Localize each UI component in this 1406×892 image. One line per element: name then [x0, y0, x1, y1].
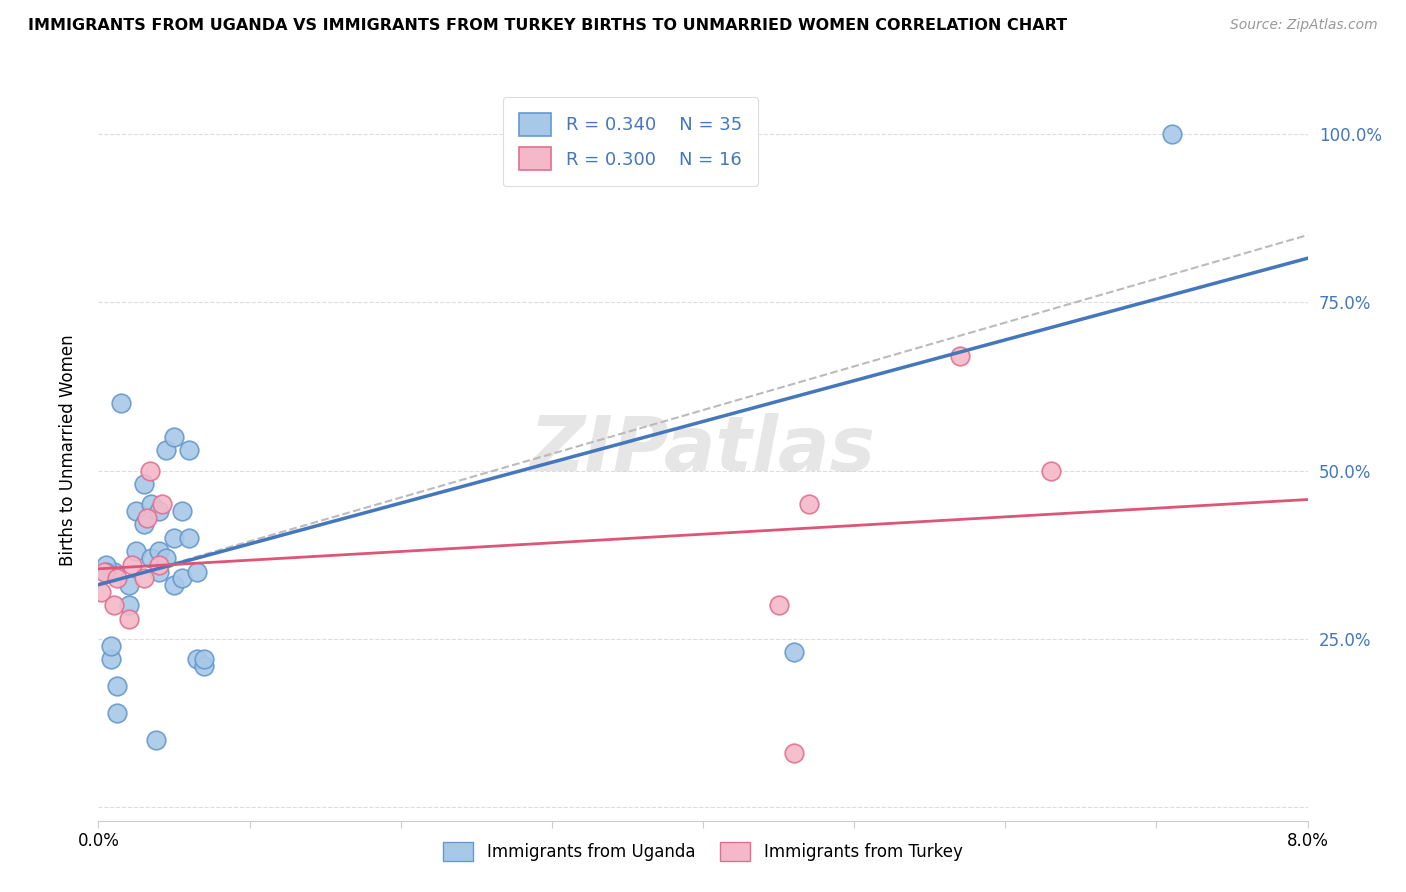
Point: [163, 531, 186, 545]
Text: ZIPatlas: ZIPatlas: [530, 414, 876, 487]
Point: [135, 510, 157, 524]
Point: [148, 558, 170, 572]
Point: [148, 565, 170, 579]
Point: [179, 531, 201, 545]
Point: [782, 645, 804, 659]
Point: [132, 517, 155, 532]
Point: [103, 599, 125, 613]
Point: [110, 396, 132, 410]
Point: [103, 565, 125, 579]
Point: [155, 443, 177, 458]
Point: [93, 565, 115, 579]
Point: [163, 430, 186, 444]
Point: [100, 652, 122, 666]
Point: [100, 639, 122, 653]
Point: [132, 571, 155, 585]
Point: [139, 464, 162, 478]
Legend: Immigrants from Uganda, Immigrants from Turkey: Immigrants from Uganda, Immigrants from …: [430, 829, 976, 875]
Point: [155, 551, 177, 566]
Point: [105, 679, 128, 693]
Point: [193, 652, 215, 666]
Point: [179, 443, 201, 458]
Point: [949, 349, 972, 363]
Point: [118, 599, 141, 613]
Point: [145, 732, 167, 747]
Point: [141, 551, 163, 566]
Point: [1039, 464, 1062, 478]
Text: Source: ZipAtlas.com: Source: ZipAtlas.com: [1230, 18, 1378, 32]
Point: [121, 558, 143, 572]
Point: [768, 599, 790, 613]
Point: [90, 584, 112, 599]
Point: [118, 612, 141, 626]
Legend: R = 0.340    N = 35, R = 0.300    N = 16: R = 0.340 N = 35, R = 0.300 N = 16: [502, 96, 758, 186]
Point: [141, 497, 163, 511]
Point: [148, 504, 170, 518]
Text: IMMIGRANTS FROM UGANDA VS IMMIGRANTS FROM TURKEY BIRTHS TO UNMARRIED WOMEN CORRE: IMMIGRANTS FROM UGANDA VS IMMIGRANTS FRO…: [28, 18, 1067, 33]
Y-axis label: Births to Unmarried Women: Births to Unmarried Women: [59, 334, 77, 566]
Point: [186, 565, 208, 579]
Point: [186, 652, 208, 666]
Point: [163, 578, 186, 592]
Point: [782, 747, 804, 761]
Point: [170, 504, 193, 518]
Point: [125, 504, 148, 518]
Point: [170, 571, 193, 585]
Point: [797, 497, 820, 511]
Point: [94, 565, 117, 579]
Point: [148, 544, 170, 558]
Point: [132, 477, 155, 491]
Point: [94, 558, 117, 572]
Point: [125, 544, 148, 558]
Point: [105, 706, 128, 720]
Point: [1160, 127, 1182, 141]
Point: [193, 658, 215, 673]
Point: [118, 578, 141, 592]
Point: [105, 571, 128, 585]
Point: [150, 497, 173, 511]
